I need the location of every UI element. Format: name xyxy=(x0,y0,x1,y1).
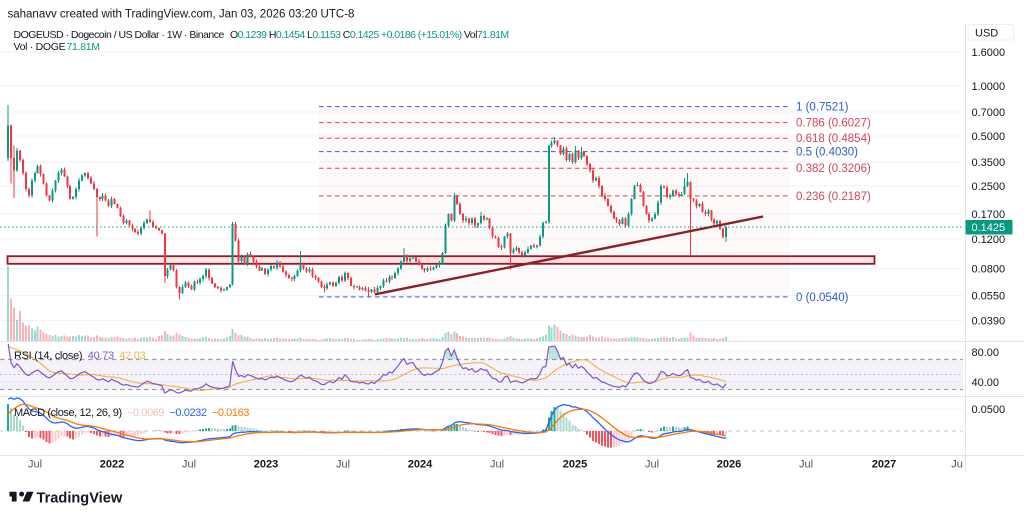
svg-text:2023: 2023 xyxy=(254,459,278,471)
svg-text:0.3500: 0.3500 xyxy=(972,157,1006,169)
svg-text:sahanavv created with TradingV: sahanavv created with TradingView.com, J… xyxy=(8,9,355,21)
svg-text:0.1700: 0.1700 xyxy=(972,209,1006,221)
svg-text:Ju: Ju xyxy=(951,459,963,471)
svg-text:0.236 (0.2187): 0.236 (0.2187) xyxy=(796,191,871,203)
svg-text:USD: USD xyxy=(975,28,998,40)
svg-text:0.1425: 0.1425 xyxy=(972,222,1006,234)
svg-text:O0.1239 H0.1454 L0.1153 C0.142: O0.1239 H0.1454 L0.1153 C0.1425 +0.0186 … xyxy=(230,29,509,41)
svg-text:Jul: Jul xyxy=(182,459,196,471)
svg-text:2026: 2026 xyxy=(717,459,741,471)
svg-text:0.2500: 0.2500 xyxy=(972,181,1006,193)
svg-text:Jul: Jul xyxy=(490,459,504,471)
svg-text:Jul: Jul xyxy=(336,459,350,471)
svg-text:Jul: Jul xyxy=(28,459,42,471)
svg-text:0.0800: 0.0800 xyxy=(972,264,1006,276)
svg-text:0.786 (0.6027): 0.786 (0.6027) xyxy=(796,118,871,130)
svg-text:2025: 2025 xyxy=(563,459,587,471)
svg-text:0.1200: 0.1200 xyxy=(972,234,1006,246)
svg-text:1 (0.7521): 1 (0.7521) xyxy=(796,102,849,114)
svg-text:DOGEUSD · Dogecoin / US Dollar: DOGEUSD · Dogecoin / US Dollar · 1W · Bi… xyxy=(14,29,225,41)
svg-text:0.618 (0.4854): 0.618 (0.4854) xyxy=(796,133,871,145)
svg-text:0.5 (0.4030): 0.5 (0.4030) xyxy=(796,147,858,159)
svg-text:1.6000: 1.6000 xyxy=(972,47,1006,59)
svg-text:TradingView: TradingView xyxy=(37,491,123,507)
svg-text:0.0550: 0.0550 xyxy=(972,291,1006,303)
svg-text:2022: 2022 xyxy=(100,459,124,471)
svg-text:0.0500: 0.0500 xyxy=(972,404,1006,416)
svg-text:2024: 2024 xyxy=(408,459,433,471)
svg-text:1.0000: 1.0000 xyxy=(972,81,1006,93)
svg-text:0.7000: 0.7000 xyxy=(972,107,1006,119)
svg-text:2027: 2027 xyxy=(872,459,896,471)
svg-text:0.382 (0.3206): 0.382 (0.3206) xyxy=(796,163,871,175)
svg-text:40.00: 40.00 xyxy=(972,377,1000,389)
svg-text:Vol · DOGE: Vol · DOGE xyxy=(14,41,66,53)
svg-text:MACD (close, 12, 26, 9) −0.00: MACD (close, 12, 26, 9) −0.0069 −0.0232 … xyxy=(14,407,249,419)
svg-text:80.00: 80.00 xyxy=(972,347,1000,359)
svg-text:Jul: Jul xyxy=(799,459,813,471)
svg-text:0 (0.0540): 0 (0.0540) xyxy=(796,292,849,304)
svg-text:0.0390: 0.0390 xyxy=(972,315,1006,327)
svg-text:RSI (14, close) 40.73 42.03: RSI (14, close) 40.73 42.03 xyxy=(14,350,146,362)
svg-text:0.5000: 0.5000 xyxy=(972,131,1006,143)
svg-text:Jul: Jul xyxy=(645,459,659,471)
svg-text:71.81M: 71.81M xyxy=(67,41,100,53)
